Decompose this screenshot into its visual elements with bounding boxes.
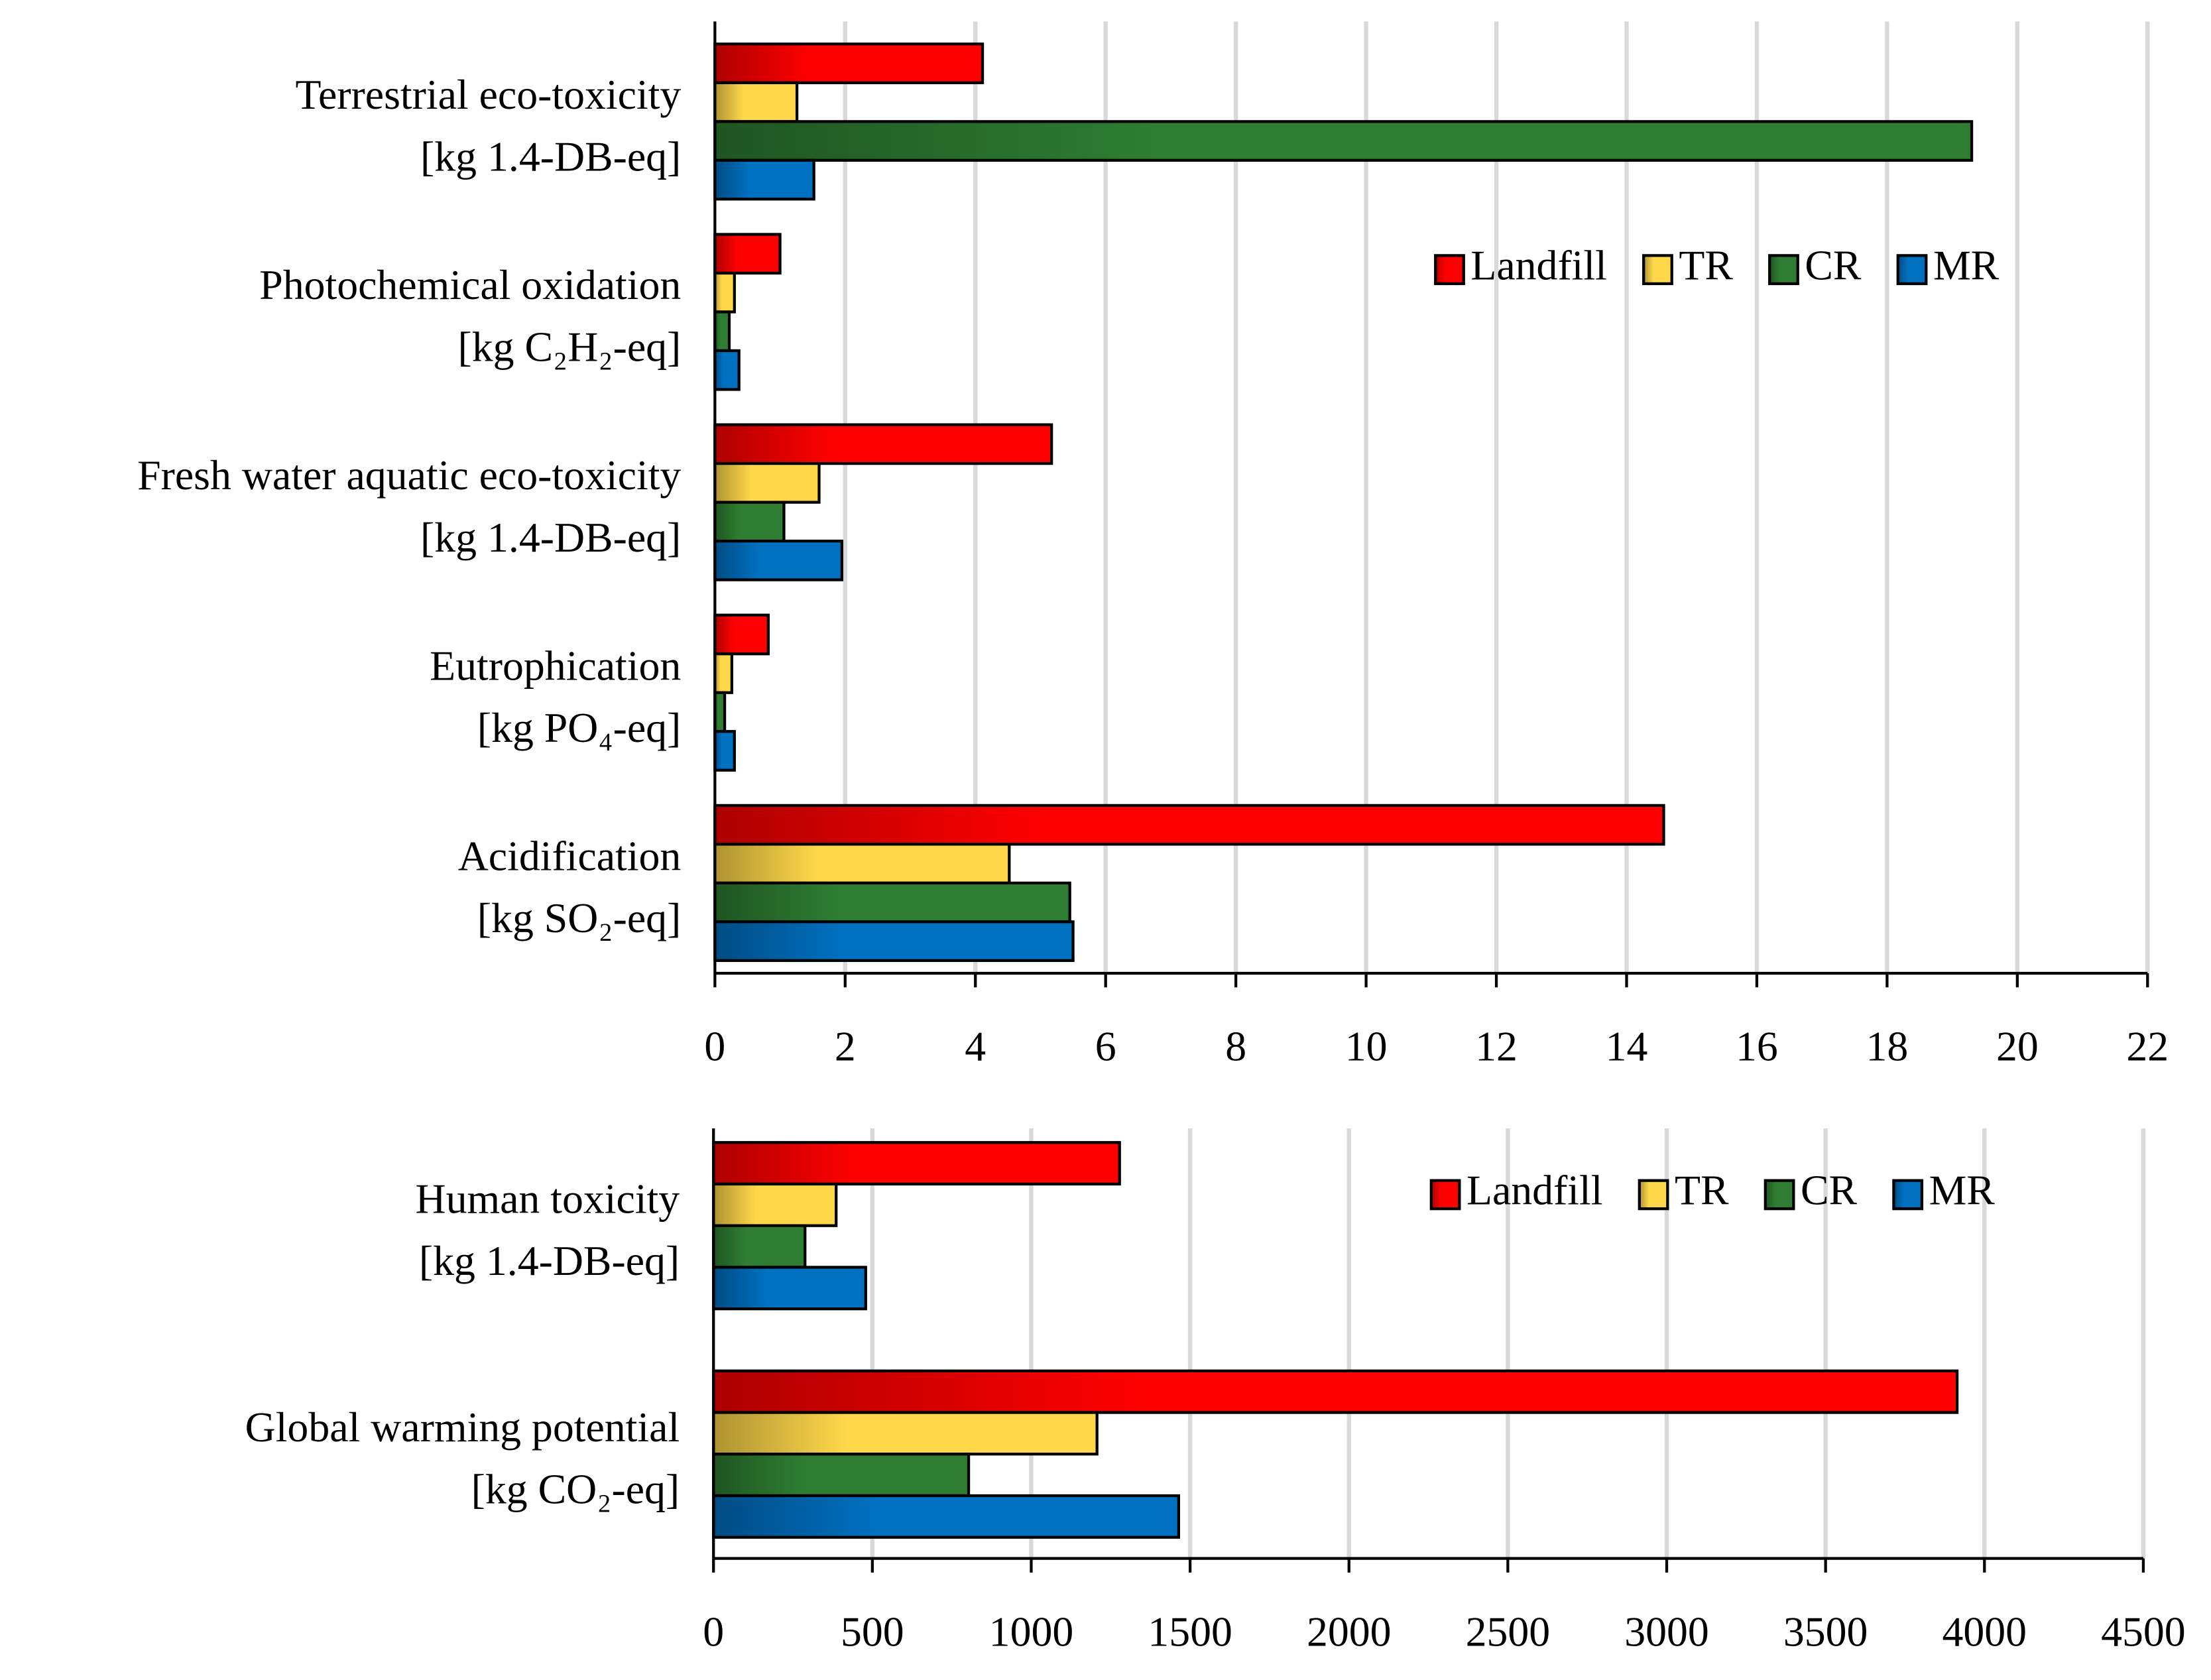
x-tick-label: 20 <box>1996 1023 2039 1070</box>
x-tick-label: 2000 <box>1307 1608 1392 1655</box>
category-label: [kg 1.4-DB-eq] <box>420 514 681 561</box>
legend-label: MR <box>1933 241 2000 288</box>
bar <box>713 42 985 84</box>
category-label: [kg 1.4-DB-eq] <box>420 133 681 180</box>
x-tick-label: 10 <box>1345 1023 1388 1070</box>
bar <box>713 461 821 504</box>
legend-swatch <box>1429 1179 1461 1211</box>
bar <box>713 158 815 201</box>
bar <box>712 1182 838 1227</box>
legend-swatch <box>1896 254 1928 286</box>
x-tick-label: 4000 <box>1942 1608 2027 1655</box>
bar <box>713 613 770 656</box>
category-label: Photochemical oxidation <box>259 261 681 308</box>
bar <box>713 691 727 733</box>
x-tick-label: 2500 <box>1466 1608 1551 1655</box>
x-tick-label: 3500 <box>1783 1608 1868 1655</box>
category-label: [kg 1.4-DB-eq] <box>419 1237 680 1284</box>
bar <box>713 920 1075 962</box>
x-tick-label: 0 <box>704 1023 725 1070</box>
bar <box>713 271 736 314</box>
legend-label: CR <box>1801 1167 1858 1214</box>
x-tick-label: 0 <box>703 1608 724 1655</box>
x-tick-label: 4500 <box>2101 1608 2186 1655</box>
bar <box>713 233 782 275</box>
category-label: Terrestrial eco-toxicity <box>295 71 681 118</box>
category-label: Fresh water aquatic eco-toxicity <box>137 451 681 499</box>
category-label: Eutrophication <box>430 642 681 689</box>
legend-label: Landfill <box>1466 1167 1603 1214</box>
bar <box>713 843 1011 884</box>
x-tick-label: 1500 <box>1148 1608 1232 1655</box>
legend-swatch <box>1638 1179 1669 1211</box>
category-label: [kg CO₂-eq] <box>471 1465 680 1512</box>
x-tick-label: 4 <box>965 1023 986 1070</box>
bar <box>712 1411 1099 1456</box>
legend-label: CR <box>1805 241 1862 288</box>
legend-label: Landfill <box>1470 241 1607 288</box>
legend-label: TR <box>1679 241 1733 288</box>
x-tick-label: 16 <box>1736 1023 1778 1070</box>
bar <box>713 730 736 772</box>
category-label: Human toxicity <box>416 1175 680 1222</box>
bar <box>712 1224 807 1269</box>
bar <box>712 1266 867 1311</box>
legend-label: MR <box>1929 1167 1996 1214</box>
bar <box>713 423 1053 465</box>
category-label: [kg SO₂-eq] <box>477 894 681 941</box>
category-label: Global warming potential <box>245 1404 680 1451</box>
x-tick-label: 14 <box>1606 1023 1648 1070</box>
bar <box>713 539 844 581</box>
legend-swatch <box>1763 1179 1795 1211</box>
legend-swatch <box>1434 254 1465 286</box>
bar <box>713 804 1665 846</box>
x-tick-label: 8 <box>1225 1023 1246 1070</box>
bar <box>713 81 799 123</box>
category-label: Acidification <box>458 832 682 879</box>
legend-swatch <box>1642 254 1673 286</box>
x-tick-label: 12 <box>1475 1023 1518 1070</box>
category-label: [kg C₂H₂-eq] <box>457 324 681 371</box>
x-tick-label: 18 <box>1866 1023 1908 1070</box>
x-tick-label: 6 <box>1095 1023 1116 1070</box>
bar <box>712 1369 1959 1414</box>
x-tick-label: 500 <box>841 1608 904 1655</box>
legend-swatch <box>1892 1179 1924 1211</box>
bar <box>713 501 786 543</box>
bar <box>712 1494 1180 1539</box>
category-label: [kg PO₄-eq] <box>477 704 681 751</box>
bar <box>713 881 1071 924</box>
bar <box>713 120 1974 162</box>
bar <box>713 652 734 694</box>
x-tick-label: 2 <box>835 1023 856 1070</box>
bar <box>712 1141 1121 1186</box>
bar <box>713 310 731 353</box>
legend-swatch <box>1768 254 1799 286</box>
legend-label: TR <box>1675 1167 1729 1214</box>
bar <box>713 349 741 391</box>
x-tick-label: 22 <box>2126 1023 2169 1070</box>
bar <box>712 1453 971 1498</box>
x-tick-label: 1000 <box>989 1608 1074 1655</box>
x-tick-label: 3000 <box>1624 1608 1709 1655</box>
